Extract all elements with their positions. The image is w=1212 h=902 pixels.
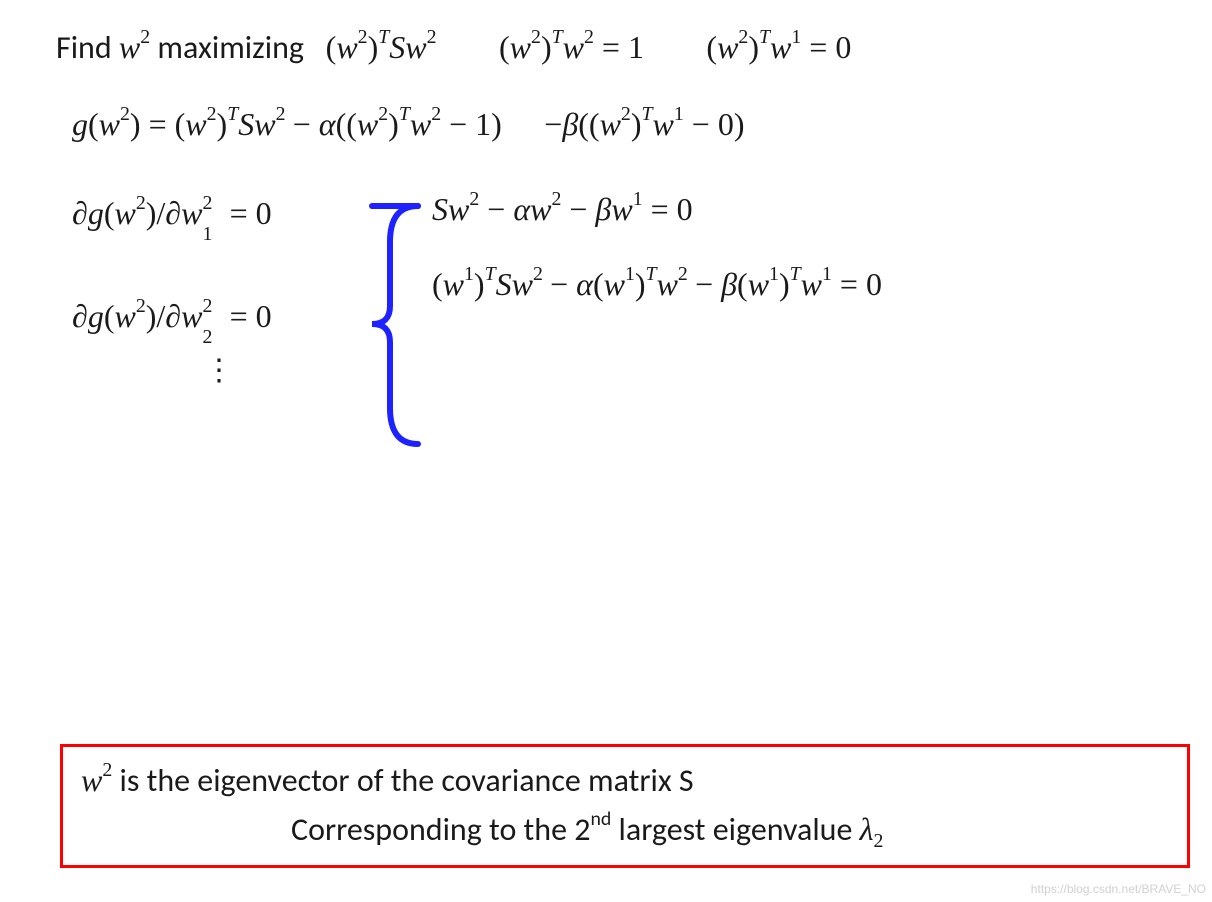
- conclusion-line-1: w2 is the eigenvector of the covariance …: [81, 761, 1169, 800]
- curly-brace-icon: [360, 182, 430, 462]
- partial-eq-1: ∂g(w2)/∂w21 = 0: [72, 194, 272, 233]
- obj-open: (: [326, 29, 337, 65]
- lambda-symbol: λ: [860, 811, 874, 847]
- slide-page: Find w2 maximizing (w2)TSw2 (w2)Tw2 = 1 …: [0, 0, 1212, 902]
- conclusion-box: w2 is the eigenvector of the covariance …: [60, 744, 1190, 868]
- problem-statement: Find w2 maximizing (w2)TSw2 (w2)Tw2 = 1 …: [56, 28, 1172, 67]
- conclusion-line-2: Corresponding to the 2nd largest eigenva…: [291, 810, 1169, 849]
- derivation-block: ∂g(w2)/∂w21 = 0 ∂g(w2)/∂w22 = 0 ⋮ Sw2 − …: [72, 194, 1172, 474]
- lambda-sub-2: 2: [874, 830, 884, 852]
- text-maximizing: maximizing: [157, 28, 318, 67]
- partial-derivatives-column: ∂g(w2)/∂w21 = 0 ∂g(w2)/∂w22 = 0 ⋮: [72, 194, 272, 386]
- derived-eq-1: Sw2 − αw2 − βw1 = 0: [432, 190, 882, 229]
- conclusion-text-2b: largest eigenvalue: [611, 810, 859, 849]
- derived-equations-column: Sw2 − αw2 − βw1 = 0 (w1)TSw2 − α(w1)Tw2 …: [432, 190, 882, 304]
- partial-eq-2: ∂g(w2)/∂w22 = 0: [72, 297, 272, 336]
- text-find: Find: [56, 28, 119, 67]
- derived-eq-2: (w1)TSw2 − α(w1)Tw2 − β(w1)Tw1 = 0: [432, 265, 882, 304]
- lagrangian-equation: g(w2) = (w2)TSw2 − α((w2)Tw2 − 1) −β((w2…: [72, 105, 1172, 144]
- conclusion-text-1: is the eigenvector of the covariance mat…: [112, 761, 693, 800]
- vertical-dots: ⋮: [204, 356, 272, 386]
- ordinal-nd: nd: [590, 807, 611, 831]
- conclusion-text-2a: Corresponding to the 2: [291, 810, 590, 849]
- var-w2: w: [119, 29, 140, 65]
- watermark-text: https://blog.csdn.net/BRAVE_NO: [1031, 882, 1206, 896]
- sup-2: 2: [140, 26, 150, 48]
